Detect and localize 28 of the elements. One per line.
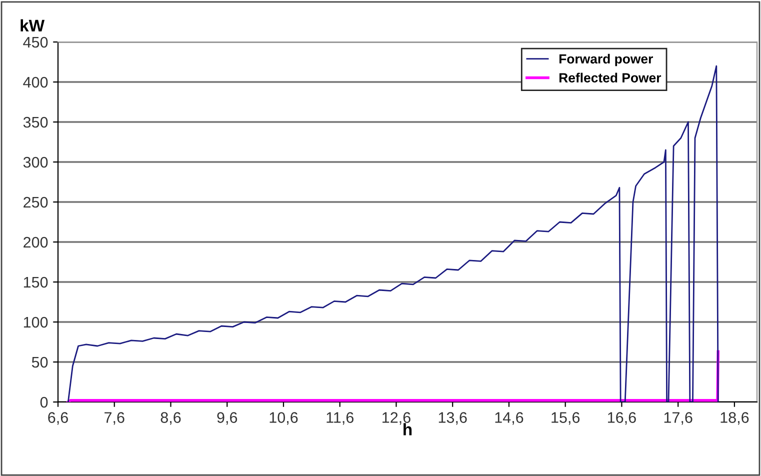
legend-label: Forward power <box>559 54 653 66</box>
y-tick-label: 200 <box>24 236 48 248</box>
y-tick-label: 350 <box>23 116 48 128</box>
x-tick-label: 8,6 <box>160 412 181 425</box>
y-tick-label: 300 <box>23 156 48 168</box>
y-tick-label: 50 <box>32 356 48 368</box>
x-tick-label: 7,6 <box>104 412 124 425</box>
legend-label: Reflected Power <box>559 72 662 82</box>
x-axis-title: h <box>404 423 412 436</box>
x-tick-label: 10,6 <box>270 412 298 425</box>
x-tick-label: 11,6 <box>326 412 354 425</box>
y-tick-label: 450 <box>23 36 48 48</box>
x-tick-label: 9,6 <box>217 412 238 425</box>
x-tick-label: 15,6 <box>552 412 580 425</box>
y-axis-title: kW <box>20 19 45 32</box>
x-tick-label: 14,6 <box>495 412 524 425</box>
line-series <box>67 65 719 402</box>
y-tick-label: 0 <box>40 396 48 408</box>
x-tick-label: 18,6 <box>720 412 749 425</box>
x-tick-label: 12,6 <box>382 412 410 425</box>
y-tick-label: 150 <box>24 276 48 288</box>
y-tick-label: 100 <box>24 316 48 328</box>
x-tick-label: 13,6 <box>438 412 467 425</box>
x-tick-label: 17,6 <box>664 412 692 425</box>
y-tick-label: 250 <box>24 196 48 208</box>
x-tick-label: 6,6 <box>48 412 68 425</box>
x-tick-label: 16,6 <box>608 412 636 425</box>
y-tick-label: 400 <box>23 76 48 88</box>
